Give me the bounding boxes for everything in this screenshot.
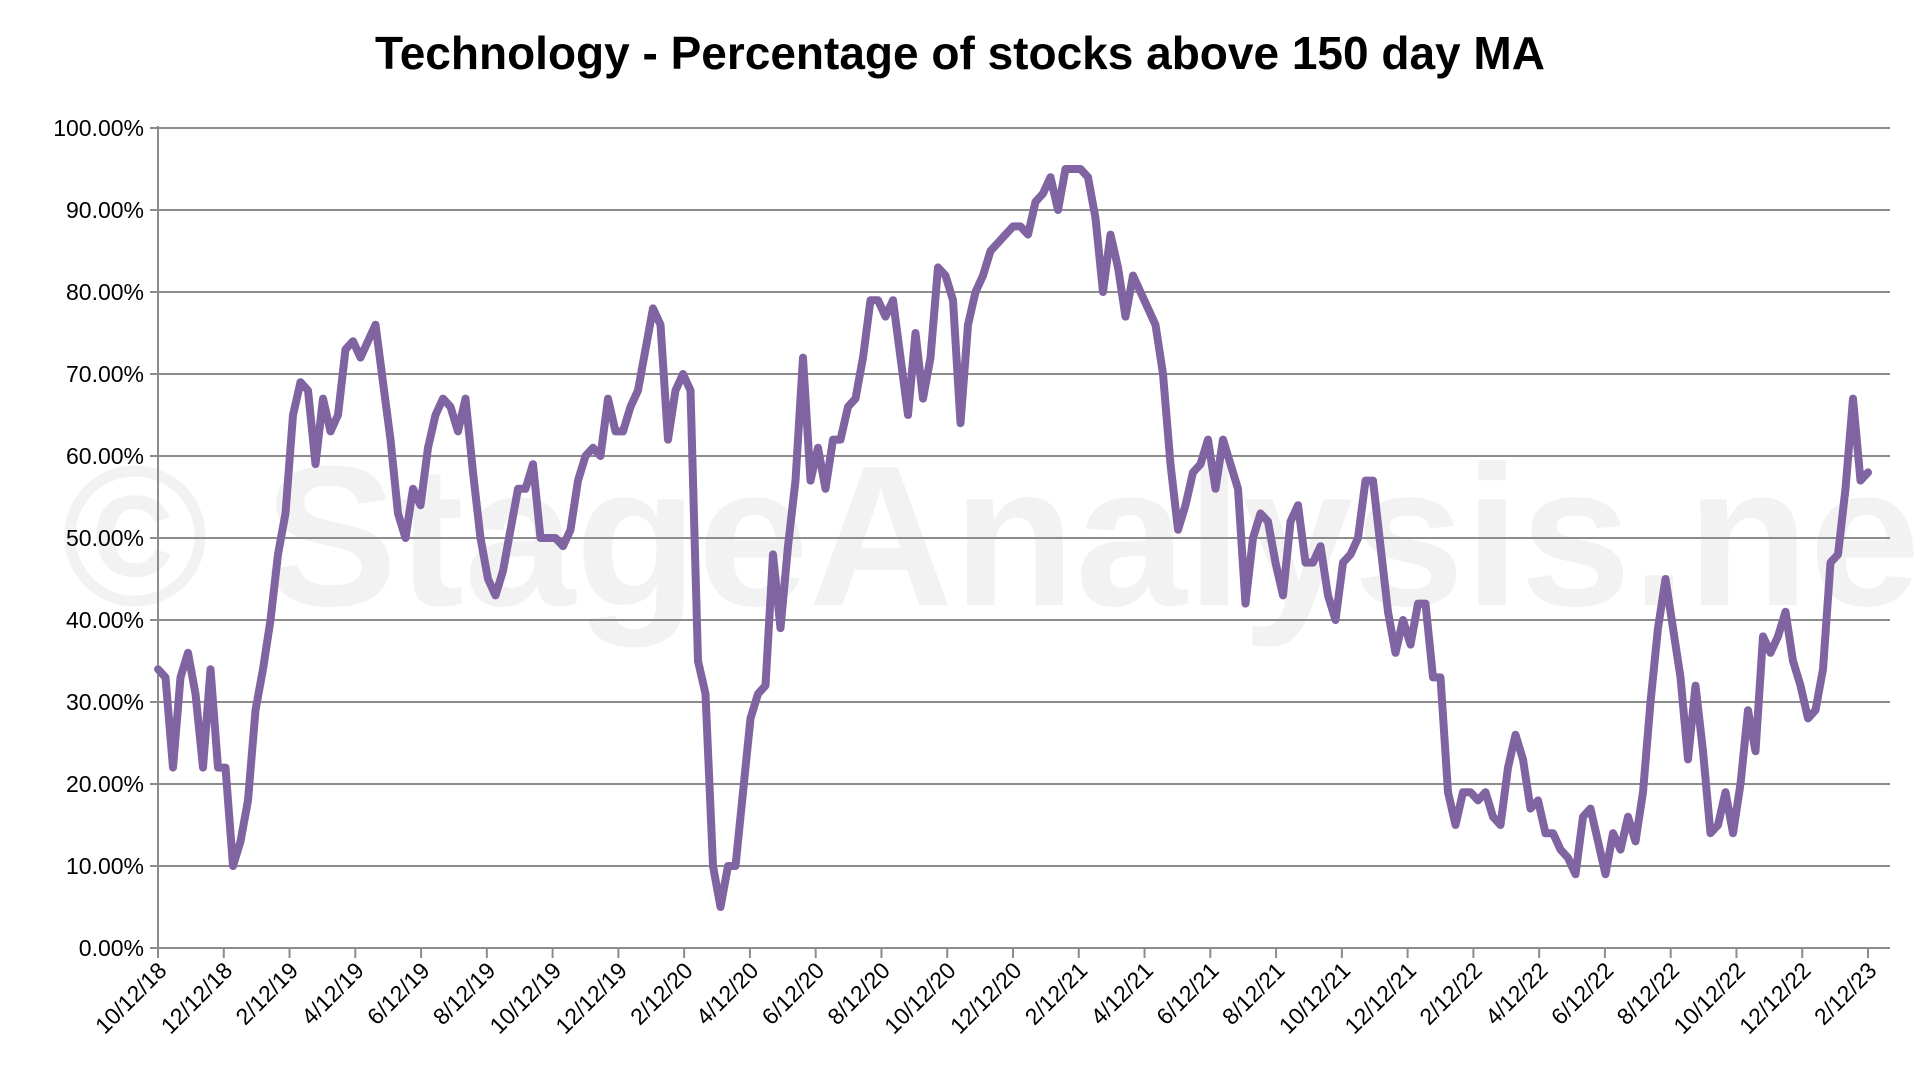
y-tick-label: 80.00%: [66, 279, 144, 305]
x-tick-label: 10/12/20: [879, 957, 961, 1039]
y-tick-label: 70.00%: [66, 361, 144, 387]
x-tick-label: 4/12/21: [1085, 957, 1158, 1030]
x-tick-label: 2/12/23: [1809, 957, 1882, 1030]
x-tick-label: 6/12/20: [757, 957, 830, 1030]
watermark-text: © StageAnalysis.net: [61, 425, 1920, 648]
x-tick-label: 12/12/21: [1339, 957, 1421, 1039]
y-tick-label: 40.00%: [66, 607, 144, 633]
x-tick-label: 2/12/20: [625, 957, 698, 1030]
x-tick-label: 10/12/19: [484, 957, 566, 1039]
y-tick-label: 30.00%: [66, 689, 144, 715]
y-tick-label: 20.00%: [66, 771, 144, 797]
x-tick-label: 12/12/22: [1734, 957, 1816, 1039]
x-tick-label: 6/12/19: [362, 957, 435, 1030]
series-line: [154, 165, 1872, 911]
x-tick-label: 10/12/18: [90, 957, 172, 1039]
x-tick-label: 4/12/20: [691, 957, 764, 1030]
x-tick-label: 6/12/22: [1546, 957, 1619, 1030]
x-tick-label: 12/12/18: [156, 957, 238, 1039]
x-axis-ticks: 10/12/1812/12/182/12/194/12/196/12/198/1…: [90, 948, 1882, 1039]
y-tick-label: 10.00%: [66, 853, 144, 879]
x-tick-label: 12/12/20: [945, 957, 1027, 1039]
x-tick-label: 6/12/21: [1151, 957, 1224, 1030]
gridlines: [158, 127, 1890, 867]
series-layer: [154, 165, 1872, 911]
chart-title: Technology - Percentage of stocks above …: [375, 27, 1545, 79]
y-tick-label: 0.00%: [79, 935, 144, 961]
y-axis-ticks: 0.00% 10.00% 20.00% 30.00% 40.00% 50.00% 60.00…: [53, 115, 158, 961]
x-tick-label: 2/12/22: [1414, 957, 1487, 1030]
y-tick-label: 100.00%: [53, 115, 144, 141]
y-tick-label: 60.00%: [66, 443, 144, 469]
x-tick-label: 2/12/19: [230, 957, 303, 1030]
x-tick-label: 2/12/21: [1020, 957, 1093, 1030]
y-tick-label: 90.00%: [66, 197, 144, 223]
x-tick-label: 10/12/21: [1274, 957, 1356, 1039]
y-tick-label: 50.00%: [66, 525, 144, 551]
x-tick-label: 10/12/22: [1668, 957, 1750, 1039]
x-tick-label: 4/12/19: [296, 957, 369, 1030]
x-tick-label: 4/12/22: [1480, 957, 1553, 1030]
x-tick-label: 12/12/19: [550, 957, 632, 1039]
